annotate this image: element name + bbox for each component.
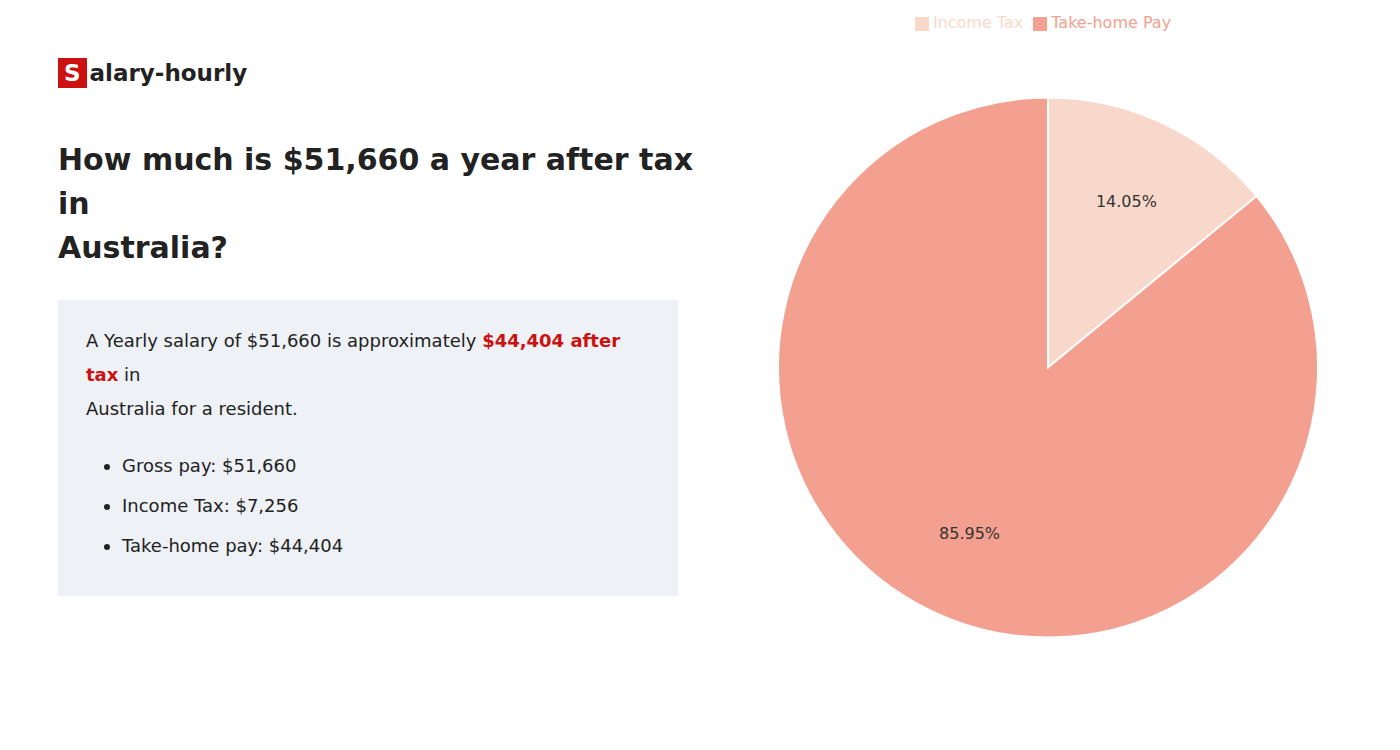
- html-text:Take-home pay: $44,404: Take-home pay: $44,404: [122, 535, 344, 556]
- svg-text:14.05%: 14.05%: [1096, 192, 1157, 211]
- html-text:Gross pay: $51,660: Gross pay: $51,660: [122, 455, 297, 476]
- html-text:Income Tax: $7,256: Income Tax: $7,256: [122, 495, 299, 516]
- html-text:How much is $51,660 a year aft: How much is $51,660 a year after tax in: [58, 142, 693, 221]
- html-text:Australia for a resident.: Australia for a resident.: [86, 398, 298, 419]
- svg-text:85.95%: 85.95%: [939, 524, 1000, 543]
- html-text:Australia?: Australia?: [58, 230, 228, 265]
- html-text:S alary-hourly: S alary-hourly: [64, 60, 248, 86]
- html-text:A Yearly salary of $51,660 is: A Yearly salary of $51,660 is approximat…: [86, 330, 621, 385]
- html-text:Income Tax: Income Tax: [932, 13, 1024, 32]
- html-text:Take-home Pay: Take-home Pay: [1051, 13, 1172, 32]
